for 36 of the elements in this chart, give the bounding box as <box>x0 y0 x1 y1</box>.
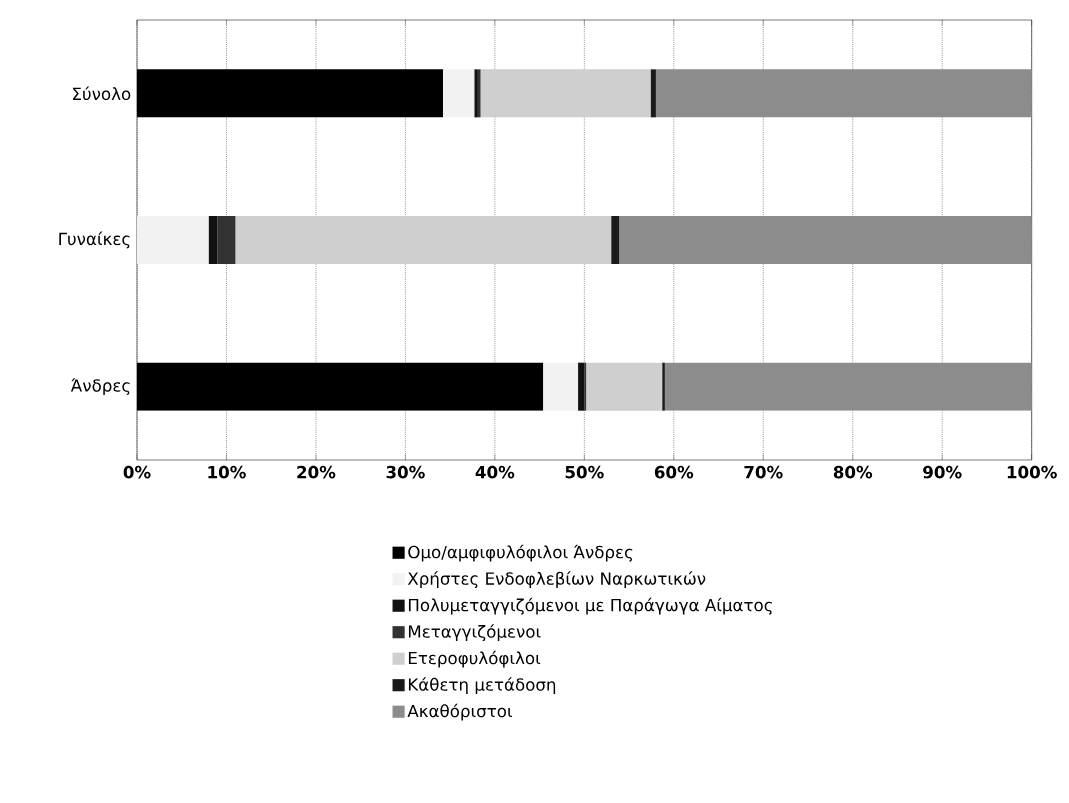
x-tick-label: 50% <box>565 465 604 479</box>
legend-label: Χρήστες Ενδοφλεβίων Ναρκωτικών <box>407 571 706 589</box>
x-tick-label: 80% <box>833 465 873 479</box>
legend-label: Πολυμεταγγιζόμενοι με Παράγωγα Αίματος <box>408 597 772 615</box>
bar <box>664 362 1032 411</box>
bar <box>586 362 663 411</box>
legend-label: Ομο/αμφιφυλόφιλοι Άνδρες <box>408 544 633 562</box>
bar <box>578 362 585 411</box>
bar <box>217 216 236 264</box>
bar <box>480 69 651 118</box>
legend-label: Ακαθόριστοι <box>407 703 513 721</box>
y-tick-label: Γυναίκες <box>59 231 130 249</box>
x-tick-label: 60% <box>654 465 694 479</box>
x-tick-label: 0% <box>123 465 151 479</box>
y-tick-label: Άνδρες <box>70 378 130 396</box>
bar <box>655 69 1032 118</box>
legend-label: Ετεροφυλόφιλοι <box>408 650 541 668</box>
bar <box>650 69 656 118</box>
x-tick-label: 10% <box>208 465 246 479</box>
y-tick-label: Σύνολο <box>73 86 131 101</box>
legend-label: Κάθετη μετάδοση <box>408 677 556 695</box>
bar <box>619 216 1032 264</box>
x-tick-label: 30% <box>386 465 425 479</box>
bar <box>543 362 579 411</box>
bar <box>235 216 612 264</box>
x-tick-label: 90% <box>923 465 962 479</box>
legend-label: Μεταγγιζόμενοι <box>408 624 541 642</box>
x-tick-label: 100% <box>1007 465 1057 479</box>
bar <box>442 69 475 118</box>
x-tick-label: 70% <box>744 465 783 479</box>
x-tick-label: 20% <box>297 465 336 479</box>
bar <box>208 216 218 264</box>
x-tick-label: 40% <box>475 465 515 479</box>
bar <box>611 216 620 264</box>
bar <box>137 216 209 264</box>
bar <box>662 362 665 411</box>
